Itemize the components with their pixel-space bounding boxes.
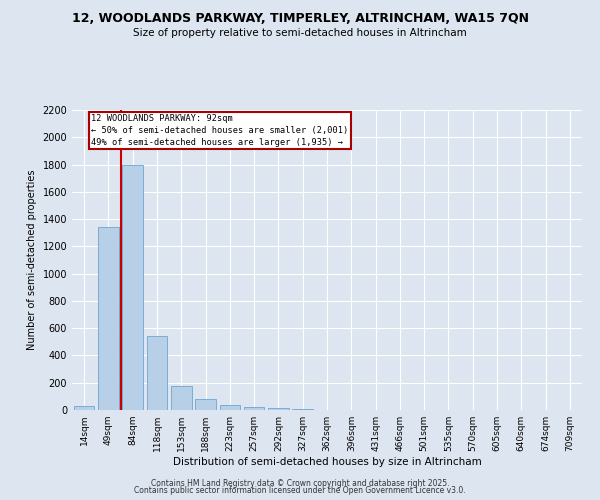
Bar xyxy=(292,408,313,410)
Bar xyxy=(146,336,167,410)
Bar xyxy=(220,405,240,410)
Bar xyxy=(122,164,143,410)
Text: 12 WOODLANDS PARKWAY: 92sqm
← 50% of semi-detached houses are smaller (2,001)
49: 12 WOODLANDS PARKWAY: 92sqm ← 50% of sem… xyxy=(91,114,349,146)
Bar xyxy=(244,406,265,410)
Text: 12, WOODLANDS PARKWAY, TIMPERLEY, ALTRINCHAM, WA15 7QN: 12, WOODLANDS PARKWAY, TIMPERLEY, ALTRIN… xyxy=(71,12,529,26)
X-axis label: Distribution of semi-detached houses by size in Altrincham: Distribution of semi-detached houses by … xyxy=(173,457,481,467)
Bar xyxy=(98,228,119,410)
Y-axis label: Number of semi-detached properties: Number of semi-detached properties xyxy=(27,170,37,350)
Bar xyxy=(74,406,94,410)
Text: Contains public sector information licensed under the Open Government Licence v3: Contains public sector information licen… xyxy=(134,486,466,495)
Text: Size of property relative to semi-detached houses in Altrincham: Size of property relative to semi-detach… xyxy=(133,28,467,38)
Bar xyxy=(195,399,216,410)
Bar xyxy=(268,408,289,410)
Text: Contains HM Land Registry data © Crown copyright and database right 2025.: Contains HM Land Registry data © Crown c… xyxy=(151,478,449,488)
Bar xyxy=(171,386,191,410)
